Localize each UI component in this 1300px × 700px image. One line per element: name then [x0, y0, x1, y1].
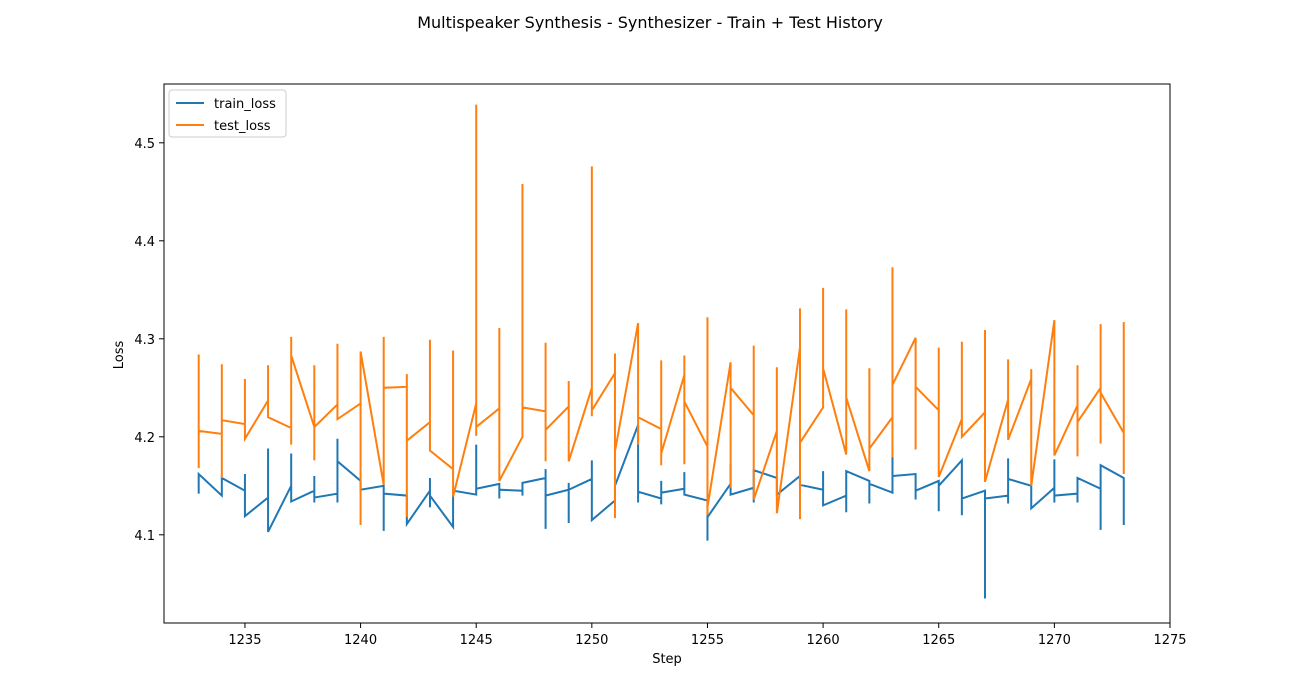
series-layer	[197, 104, 1125, 599]
x-tick-label: 1245	[460, 633, 493, 648]
chart-title: Multispeaker Synthesis - Synthesizer - T…	[417, 13, 883, 32]
y-tick-label: 4.5	[134, 137, 155, 152]
series-line-test-loss	[197, 104, 1125, 525]
x-tick-label: 1270	[1038, 633, 1071, 648]
y-axis: 4.1 4.2 4.3 4.4 4.5	[134, 137, 164, 544]
x-tick-label: 1260	[807, 633, 840, 648]
x-tick-label: 1275	[1153, 633, 1186, 648]
y-tick-label: 4.4	[134, 235, 155, 250]
y-tick-label: 4.3	[134, 333, 155, 348]
x-tick-label: 1235	[228, 633, 261, 648]
legend-label-train-loss: train_loss	[214, 97, 276, 112]
series-line-train-loss	[197, 424, 1125, 599]
y-axis-label: Loss	[112, 341, 127, 370]
x-tick-label: 1265	[922, 633, 955, 648]
legend-label-test-loss: test_loss	[214, 119, 271, 134]
y-tick-label: 4.2	[134, 431, 155, 446]
plot-frame	[163, 83, 1171, 624]
x-tick-label: 1240	[344, 633, 377, 648]
x-axis-label: Step	[652, 652, 682, 667]
x-axis: 1235 1240 1245 1250 1255 1260 1265 1270 1275	[228, 623, 1187, 648]
x-tick-label: 1250	[575, 633, 608, 648]
plot-area	[164, 84, 1170, 623]
y-tick-label: 4.1	[134, 529, 155, 544]
legend: train_loss test_loss	[168, 89, 287, 138]
x-tick-label: 1255	[691, 633, 724, 648]
